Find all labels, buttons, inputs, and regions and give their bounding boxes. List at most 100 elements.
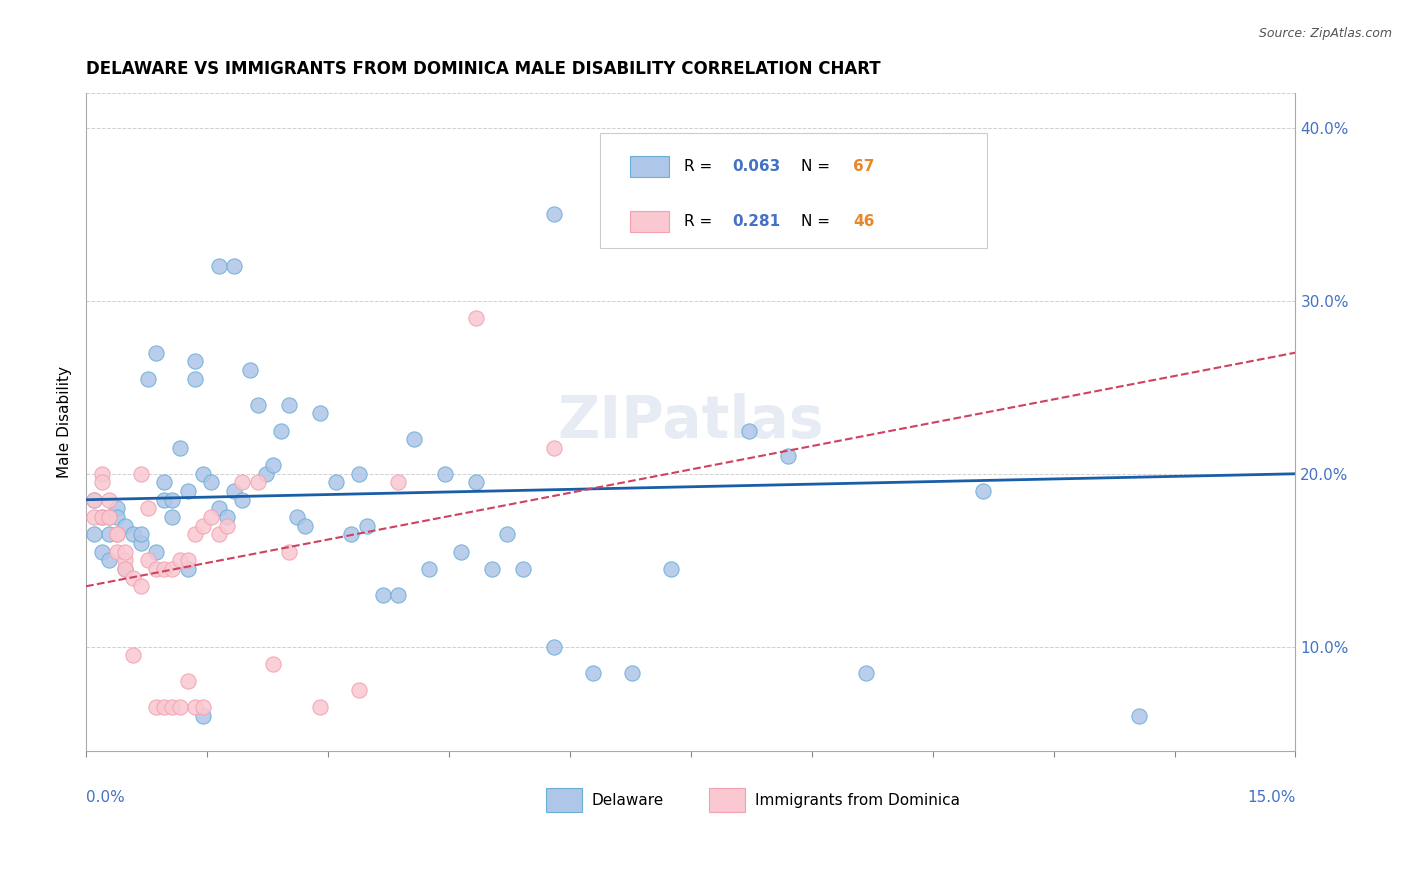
Text: N =: N = [801,159,835,174]
Point [778,450,800,464]
Text: ZIPatlas: ZIPatlas [557,393,824,450]
Point [224,259,246,273]
Point [90,475,112,490]
Point [83,492,105,507]
Point [169,553,191,567]
Point [347,467,370,481]
Point [176,553,198,567]
Point [855,665,877,680]
Point [122,527,145,541]
Point [184,354,207,368]
Point [114,562,136,576]
Point [145,700,167,714]
Point [1128,709,1150,723]
Point [153,475,176,490]
Point [465,475,488,490]
Point [90,510,112,524]
Point [309,406,332,420]
Point [138,371,160,385]
Point [138,501,160,516]
Point [270,424,292,438]
Text: 0.281: 0.281 [733,214,780,228]
Point [543,207,565,221]
Point [512,562,534,576]
FancyBboxPatch shape [600,133,987,248]
Point [738,424,761,438]
Point [208,527,231,541]
Point [191,518,214,533]
Text: R =: R = [683,159,717,174]
Point [231,475,253,490]
Point [246,475,269,490]
Y-axis label: Male Disability: Male Disability [58,366,72,478]
Point [90,544,112,558]
Point [176,562,198,576]
Point [184,700,207,714]
Point [105,527,128,541]
FancyBboxPatch shape [630,156,669,178]
Point [83,492,105,507]
Point [231,492,253,507]
Point [340,527,363,541]
Point [496,527,519,541]
Point [145,345,167,359]
Point [153,492,176,507]
Point [208,259,231,273]
Point [98,553,121,567]
Point [169,441,191,455]
Text: Delaware: Delaware [592,792,664,807]
Point [433,467,456,481]
Point [83,527,105,541]
Point [83,510,105,524]
Point [215,510,238,524]
Point [138,553,160,567]
Text: 0.0%: 0.0% [86,790,125,805]
Point [122,571,145,585]
Point [387,588,409,602]
Point [176,484,198,499]
Text: N =: N = [801,214,835,228]
Point [114,518,136,533]
Point [98,510,121,524]
Point [215,518,238,533]
Text: Source: ZipAtlas.com: Source: ZipAtlas.com [1258,27,1392,40]
Point [153,562,176,576]
Point [184,371,207,385]
Point [278,398,301,412]
Point [90,467,112,481]
Point [418,562,440,576]
Text: 0.063: 0.063 [733,159,780,174]
Text: 67: 67 [853,159,875,174]
Point [285,510,308,524]
Point [309,700,332,714]
Point [191,700,214,714]
Point [371,588,394,602]
FancyBboxPatch shape [630,211,669,232]
Point [129,527,152,541]
Point [129,467,152,481]
Point [191,709,214,723]
Point [98,510,121,524]
Point [347,683,370,698]
Point [972,484,994,499]
Point [200,475,222,490]
Text: 46: 46 [853,214,875,228]
Point [160,510,183,524]
Point [98,527,121,541]
Point [356,518,378,533]
Point [122,648,145,663]
Point [145,562,167,576]
FancyBboxPatch shape [709,789,745,812]
Point [481,562,503,576]
Point [169,700,191,714]
Point [543,441,565,455]
Point [621,665,644,680]
Point [246,398,269,412]
Point [184,527,207,541]
Point [114,544,136,558]
Text: DELAWARE VS IMMIGRANTS FROM DOMINICA MALE DISABILITY CORRELATION CHART: DELAWARE VS IMMIGRANTS FROM DOMINICA MAL… [86,60,880,78]
Point [114,562,136,576]
Point [465,311,488,326]
Point [200,510,222,524]
Point [114,553,136,567]
